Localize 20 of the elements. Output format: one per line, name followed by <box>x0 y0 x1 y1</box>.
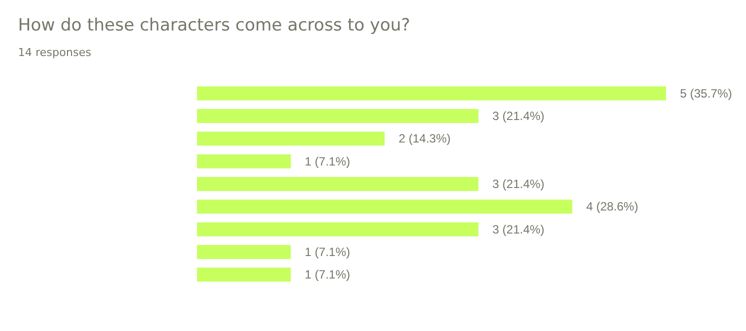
bar <box>197 154 291 168</box>
bar <box>197 132 385 146</box>
chart-title: How do these characters come across to you? <box>18 16 410 36</box>
data-label: 1 (7.1%) <box>304 268 350 282</box>
bar <box>197 245 291 259</box>
data-label: 4 (28.6%) <box>586 200 638 214</box>
data-label: 1 (7.1%) <box>304 154 350 168</box>
data-label: 3 (21.4%) <box>492 109 544 123</box>
data-label: 5 (35.7%) <box>680 86 732 100</box>
bar <box>197 86 666 100</box>
bar <box>197 109 478 123</box>
text: 14 responses <box>18 46 92 59</box>
data-label: 3 (21.4%) <box>492 222 544 236</box>
bar <box>197 200 572 214</box>
data-label: 3 (21.4%) <box>492 177 544 191</box>
bar <box>197 268 291 282</box>
data-label: 2 (14.3%) <box>398 132 451 146</box>
bar <box>197 222 478 236</box>
data-label: 1 (7.1%) <box>304 245 350 259</box>
bar <box>197 177 478 191</box>
